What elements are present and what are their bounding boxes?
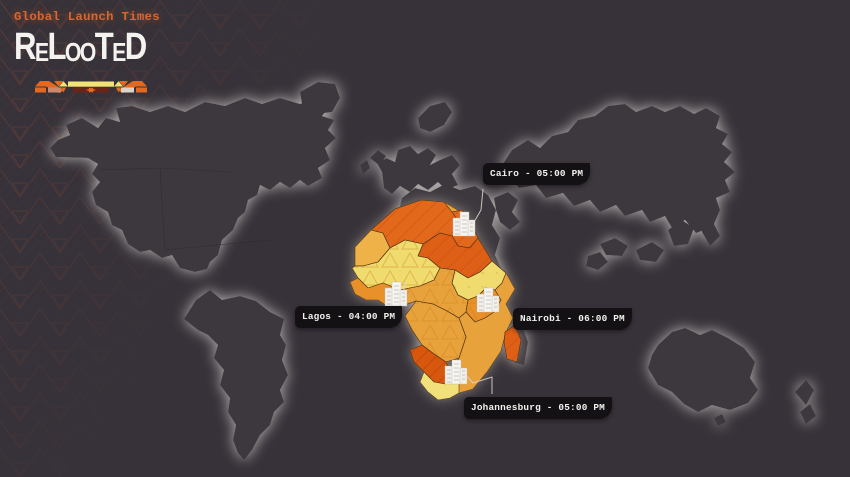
svg-text:RELOOTED: RELOOTED xyxy=(14,26,146,68)
